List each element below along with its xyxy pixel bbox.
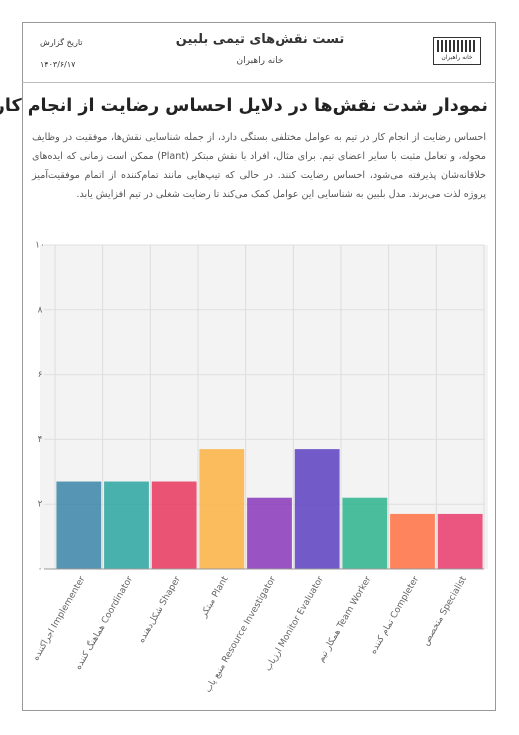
y-tick-label: ۴ <box>38 435 43 445</box>
bar <box>199 449 245 569</box>
logo: خانه راهبران <box>433 37 481 65</box>
bar <box>151 481 197 569</box>
bar <box>247 497 292 569</box>
header-title: تست نقش‌های تیمی بلبین <box>175 32 345 47</box>
x-tick-label: شکل‌دهنده Shaper <box>137 574 183 644</box>
bar <box>390 513 435 569</box>
y-tick-label: ۱۰ <box>35 241 45 251</box>
x-tick-label: تمام کننده Completer <box>369 574 422 655</box>
header-subtitle: خانه راهبران <box>236 56 284 66</box>
page-frame <box>22 22 496 711</box>
logo-text: خانه راهبران <box>441 54 473 61</box>
x-tick-label: مبتکر Plant <box>199 574 231 620</box>
section-paragraph: احساس رضایت از انجام کار در تیم به عوامل… <box>32 132 486 200</box>
x-tick-label: همکار تیم Team Worker <box>316 574 373 664</box>
y-tick-label: ۲ <box>38 500 43 510</box>
bar <box>437 513 483 569</box>
date-label: تاریخ گزارش <box>40 38 83 47</box>
y-tick-label: ۶ <box>38 370 43 380</box>
y-tick-label: ۰ <box>38 565 43 575</box>
bar <box>294 449 340 569</box>
divider <box>22 82 496 83</box>
bar <box>56 481 102 569</box>
date: ۱۴۰۳/۶/۱۷ <box>40 60 76 69</box>
logo-mark <box>437 40 477 52</box>
x-tick-label: متخصص Specialist <box>421 574 469 647</box>
y-tick-label: ۸ <box>38 305 43 315</box>
x-tick-label: اجراکننده Implementer <box>31 574 88 662</box>
bar <box>104 481 149 569</box>
section-title: نمودار شدت نقش‌ها در دلایل احساس رضایت ا… <box>0 96 488 116</box>
bar <box>342 497 388 569</box>
